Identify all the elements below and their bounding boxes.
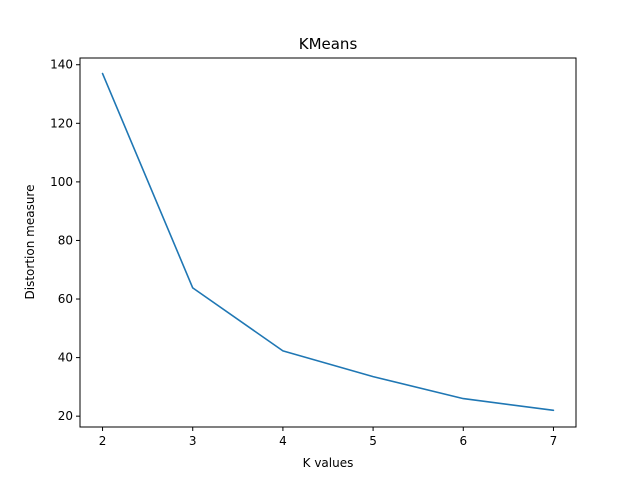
- chart-title: KMeans: [299, 35, 358, 53]
- x-tick-label: 3: [189, 434, 197, 448]
- y-tick-label: 80: [58, 233, 73, 247]
- series-line: [101, 72, 555, 412]
- y-tick-label: 120: [50, 116, 73, 130]
- plot-area: [101, 72, 555, 412]
- y-axis-ticks: 20 40 60 80 100 120 140: [50, 58, 80, 423]
- x-tick-label: 4: [279, 434, 287, 448]
- x-tick-label: 2: [99, 434, 107, 448]
- y-tick-label: 20: [58, 409, 73, 423]
- y-tick-label: 40: [58, 351, 73, 365]
- x-axis-ticks: 2 3 4 5 6 7: [99, 427, 558, 448]
- x-tick-label: 7: [550, 434, 558, 448]
- x-tick-label: 5: [369, 434, 377, 448]
- x-tick-label: 6: [459, 434, 467, 448]
- axes-frame: [79, 57, 577, 428]
- y-tick-label: 60: [58, 292, 73, 306]
- y-tick-label: 140: [50, 58, 73, 72]
- y-axis-title: Distortion measure: [23, 185, 37, 300]
- x-axis-title: K values: [303, 456, 354, 470]
- y-tick-label: 100: [50, 175, 73, 189]
